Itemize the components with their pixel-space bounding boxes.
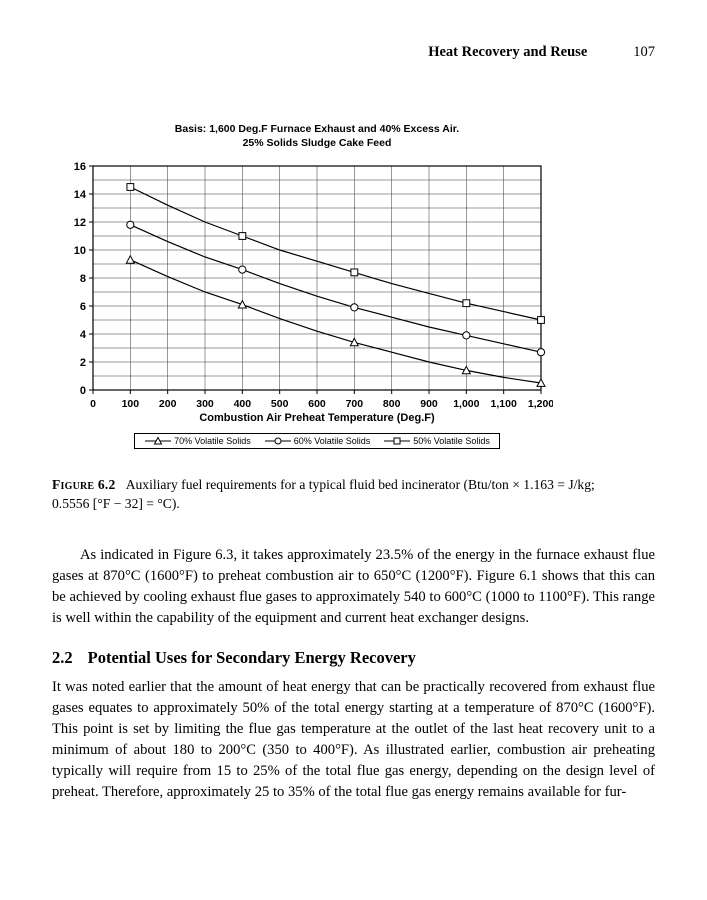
x-tick-label: 300 <box>196 398 214 410</box>
legend-item: 60% Volatile Solids <box>264 436 371 446</box>
x-tick-label: 1,000 <box>453 398 479 410</box>
x-tick-label: 100 <box>122 398 140 410</box>
x-tick-label: 900 <box>420 398 438 410</box>
marker-circle <box>238 265 247 274</box>
marker-square <box>126 183 135 191</box>
x-tick-label: 400 <box>234 398 252 410</box>
figure-caption: Figure 6.2 Auxiliary fuel requirements f… <box>52 475 597 513</box>
legend-label: 60% Volatile Solids <box>293 436 371 446</box>
legend-marker-square <box>384 437 411 445</box>
legend-marker-triangle <box>145 436 172 445</box>
paragraph-1: As indicated in Figure 6.3, it takes app… <box>52 547 655 626</box>
x-tick-label: 500 <box>271 398 289 410</box>
marker-square <box>350 268 359 277</box>
marker-triangle <box>349 337 360 347</box>
y-tick-label: 8 <box>80 273 86 285</box>
y-tick-label: 4 <box>80 329 87 341</box>
legend-item: 50% Volatile Solids <box>383 436 490 446</box>
chart-title: Basis: 1,600 Deg.F Furnace Exhaust and 4… <box>53 122 553 150</box>
y-tick-label: 14 <box>74 189 87 201</box>
y-tick-label: 2 <box>80 357 86 369</box>
y-tick-label: 10 <box>74 245 86 257</box>
section-heading: 2.2 Potential Uses for Secondary Energy … <box>52 648 655 668</box>
body-text: As indicated in Figure 6.3, it takes app… <box>52 545 655 803</box>
y-tick-label: 12 <box>74 217 86 229</box>
x-tick-label: 200 <box>159 398 177 410</box>
series-line <box>130 186 542 321</box>
chart-legend: 70% Volatile Solids 60% Volatile Solids 50… <box>134 433 500 449</box>
series-line <box>130 259 542 384</box>
legend-label: 70% Volatile Solids <box>174 436 251 446</box>
figure-caption-label: Figure 6.2 <box>52 477 116 492</box>
x-tick-label: 800 <box>383 398 401 410</box>
y-tick-label: 0 <box>80 385 86 397</box>
legend-marker-circle <box>264 437 291 445</box>
figure-caption-text: Auxiliary fuel requirements for a typica… <box>52 477 595 511</box>
x-tick-label: 700 <box>346 398 364 410</box>
marker-circle <box>536 348 546 357</box>
legend-item: 70% Volatile Solids <box>144 436 251 446</box>
page-number: 107 <box>633 44 655 60</box>
marker-circle <box>350 303 359 312</box>
series-line <box>130 224 542 353</box>
marker-square <box>462 299 471 308</box>
marker-circle <box>126 220 135 229</box>
y-tick-label: 16 <box>74 161 86 173</box>
x-tick-label: 0 <box>90 398 96 410</box>
x-tick-label: 1,200 <box>528 398 553 410</box>
chart-title-line-2: 25% Solids Sludge Cake Feed <box>242 137 392 149</box>
chart-title-line-1: Basis: 1,600 Deg.F Furnace Exhaust and 4… <box>174 123 460 135</box>
y-tick-label: 6 <box>80 301 86 313</box>
section-title: Potential Uses for Secondary Energy Reco… <box>87 648 416 667</box>
marker-square <box>537 316 545 324</box>
marker-triangle <box>125 254 136 264</box>
legend-label: 50% Volatile Solids <box>413 436 490 446</box>
x-tick-label: 1,100 <box>491 398 517 410</box>
marker-square <box>238 232 247 240</box>
marker-triangle <box>461 365 472 375</box>
figure-6-2-block: Basis: 1,600 Deg.F Furnace Exhaust and 4… <box>0 122 707 513</box>
paragraph-2: It was noted earlier that the amount of … <box>52 679 655 800</box>
section-number: 2.2 <box>52 648 73 667</box>
marker-circle <box>462 331 471 340</box>
running-header: Heat Recovery and Reuse 107 <box>428 44 655 61</box>
marker-triangle <box>536 377 546 387</box>
x-tick-label: 600 <box>308 398 326 410</box>
running-head-title: Heat Recovery and Reuse <box>428 44 588 60</box>
marker-triangle <box>237 299 248 309</box>
chart-plot: 0 2 4 6 8 10 12 14 16 0 100 200 300 400 500 600 700 800 90… <box>74 161 553 410</box>
chart-x-axis-label: Combustion Air Preheat Temperature (Deg.… <box>199 412 435 424</box>
chart-legend-wrap: 70% Volatile Solids 60% Volatile Solids 50… <box>53 433 553 451</box>
